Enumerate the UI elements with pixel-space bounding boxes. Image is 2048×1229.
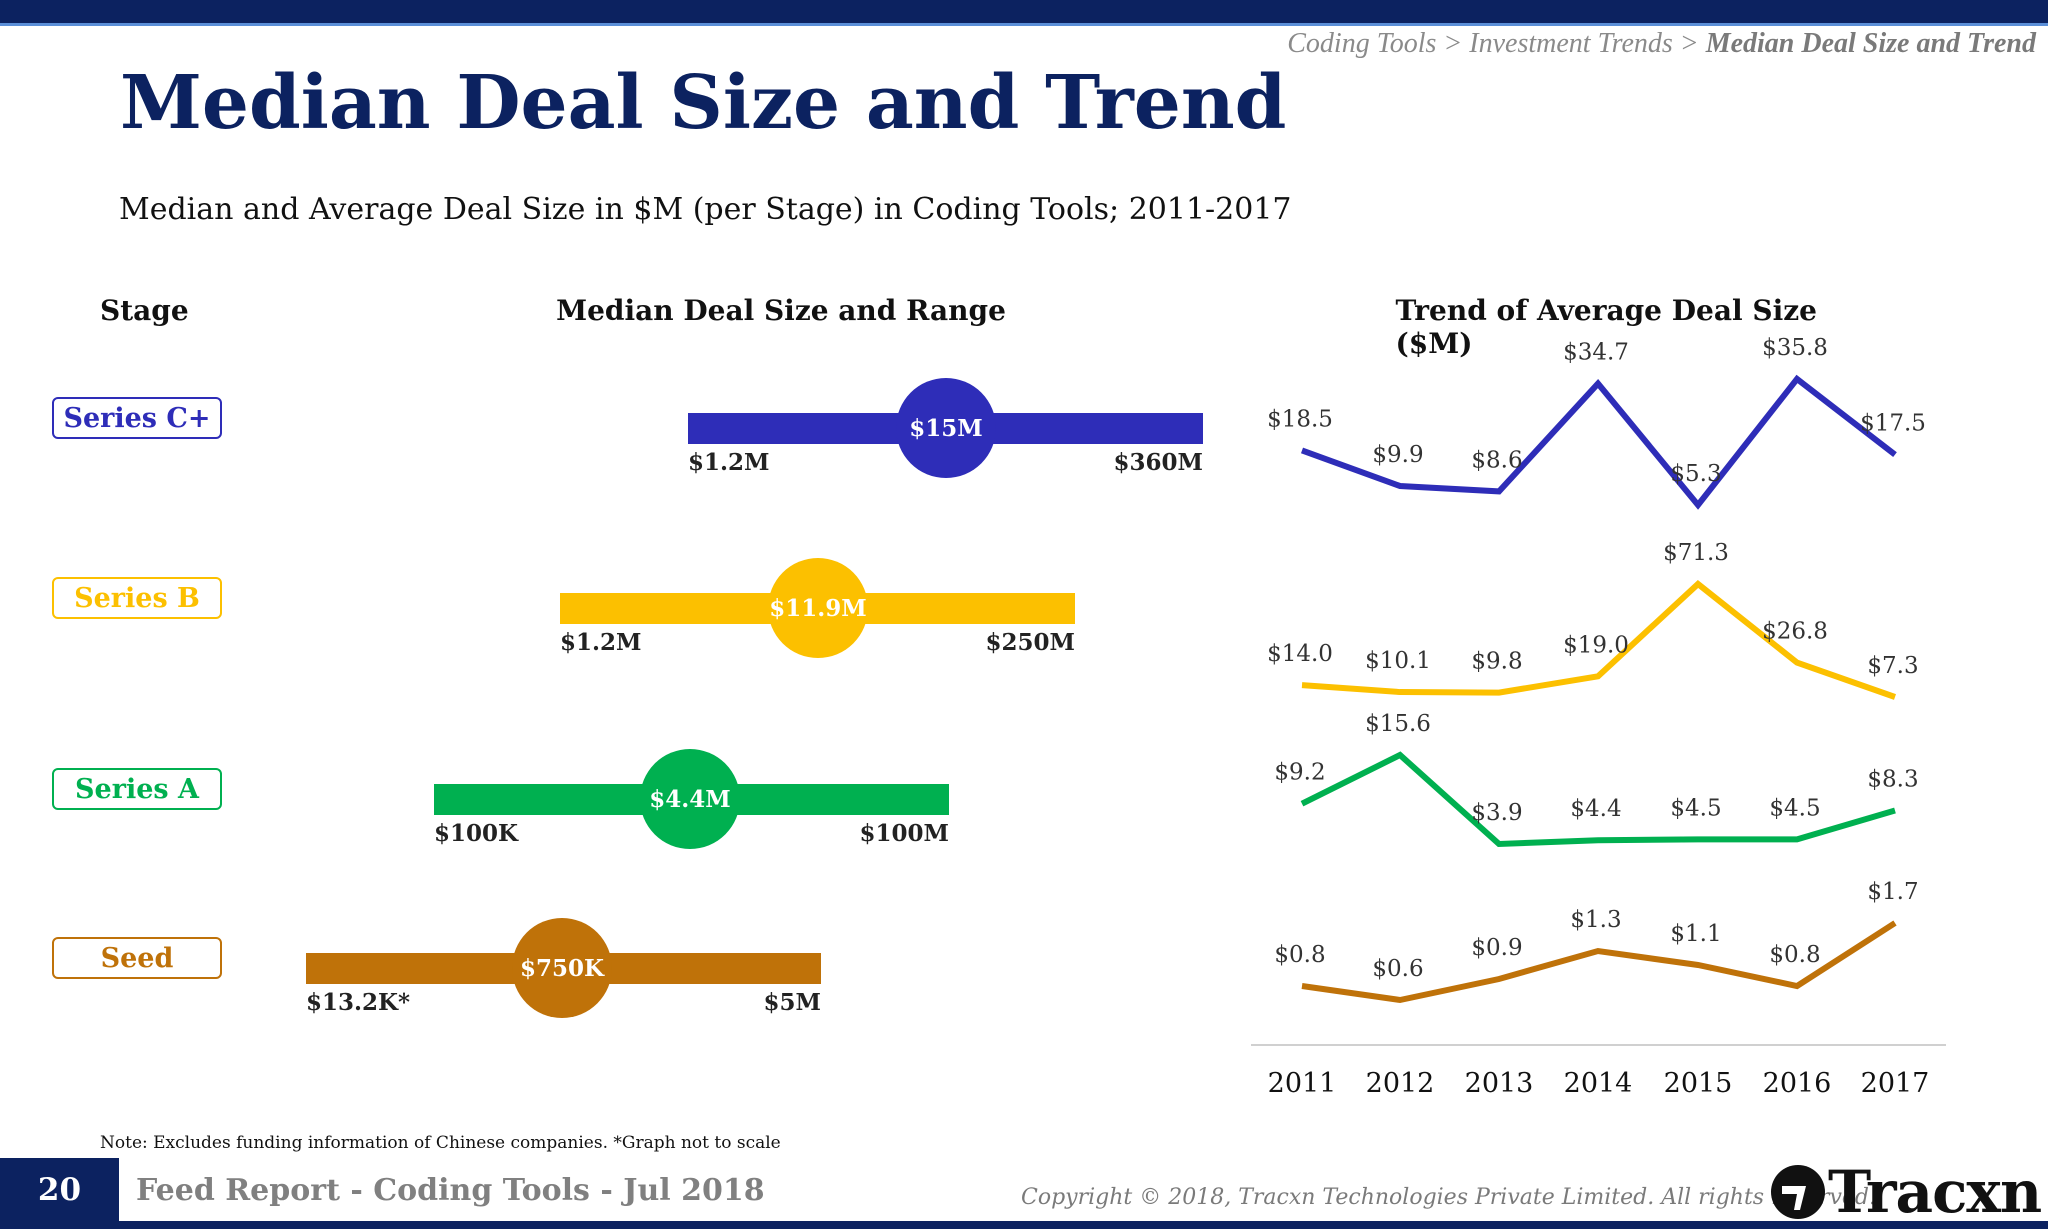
data-label: $18.5 — [1267, 406, 1333, 432]
stage-header: Stage — [100, 294, 189, 327]
stage-label: Series A — [52, 768, 222, 810]
data-label: $15.6 — [1365, 711, 1431, 737]
data-label: $1.1 — [1670, 921, 1721, 947]
page-number: 20 — [0, 1158, 119, 1222]
data-label: $3.9 — [1471, 800, 1522, 826]
page-title: Median Deal Size and Trend — [120, 60, 1287, 146]
data-label: $8.6 — [1471, 447, 1522, 473]
series-line — [1300, 751, 1896, 848]
data-label: $71.3 — [1663, 540, 1729, 566]
data-label: $0.9 — [1471, 935, 1522, 961]
data-label: $8.3 — [1867, 767, 1918, 793]
series-line — [1301, 920, 1897, 1004]
bottom-bar — [0, 1221, 2048, 1229]
median-marker: $4.4M — [640, 749, 740, 849]
data-label: $19.0 — [1563, 632, 1629, 658]
x-tick-label: 2012 — [1366, 1068, 1435, 1099]
tracxn-logo: Tracxn — [1768, 1158, 2042, 1226]
range-min: $100K — [434, 820, 519, 847]
x-tick-label: 2014 — [1564, 1068, 1633, 1099]
data-label: $9.8 — [1471, 649, 1522, 675]
data-label: $34.7 — [1563, 340, 1629, 366]
median-value: $4.4M — [649, 785, 731, 813]
data-label: $9.2 — [1274, 760, 1325, 786]
x-tick-label: 2013 — [1465, 1068, 1534, 1099]
x-tick-label: 2017 — [1861, 1068, 1930, 1099]
median-value: $11.9M — [769, 594, 867, 622]
breadcrumb-separator: > — [1672, 28, 1706, 59]
median-marker: $750K — [512, 918, 612, 1018]
data-label: $9.9 — [1372, 442, 1423, 468]
x-tick-label: 2011 — [1268, 1068, 1337, 1099]
trend-header: Trend of Average Deal Size ($M) — [1395, 294, 1817, 360]
data-label: $1.3 — [1570, 907, 1621, 933]
stage-label: Seed — [52, 937, 222, 979]
report-title: Feed Report - Coding Tools - Jul 2018 — [136, 1173, 765, 1208]
data-label: $14.0 — [1267, 641, 1333, 667]
range-min: $1.2M — [560, 629, 642, 656]
footnote: Note: Excludes funding information of Ch… — [100, 1133, 781, 1153]
data-label: $4.4 — [1570, 796, 1621, 822]
data-label: $0.6 — [1372, 956, 1423, 982]
data-label: $17.5 — [1860, 411, 1926, 437]
x-tick-label: 2015 — [1664, 1068, 1733, 1099]
series-line — [1300, 374, 1897, 510]
data-label: $10.1 — [1365, 648, 1431, 674]
median-marker: $15M — [896, 378, 996, 478]
x-tick-label: 2016 — [1763, 1068, 1832, 1099]
range-max: $250M — [985, 629, 1075, 656]
data-label: $5.3 — [1670, 461, 1721, 487]
data-label: $35.8 — [1762, 335, 1828, 361]
median-value: $750K — [519, 954, 604, 982]
data-label: $0.8 — [1274, 942, 1325, 968]
stage-label: Series B — [52, 577, 222, 619]
median-marker: $11.9M — [768, 558, 868, 658]
copyright: Copyright © 2018, Tracxn Technologies Pr… — [1021, 1185, 1876, 1210]
range-header: Median Deal Size and Range — [556, 294, 1006, 327]
data-label: $7.3 — [1867, 653, 1918, 679]
logo-text: Tracxn — [1828, 1158, 2042, 1226]
range-max: $360M — [1113, 449, 1203, 476]
range-min: $13.2K* — [306, 989, 411, 1016]
median-value: $15M — [909, 414, 983, 442]
range-min: $1.2M — [688, 449, 770, 476]
breadcrumb: Coding Tools > Investment Trends > Media… — [1287, 28, 2036, 60]
breadcrumb-item[interactable]: Investment Trends — [1469, 28, 1673, 59]
breadcrumb-current: Median Deal Size and Trend — [1705, 28, 2036, 59]
range-max: $5M — [763, 989, 821, 1016]
breadcrumb-item[interactable]: Coding Tools — [1287, 28, 1437, 59]
range-max: $100M — [859, 820, 949, 847]
tracxn-logo-icon — [1771, 1165, 1825, 1219]
top-bar — [0, 0, 2048, 26]
data-label: $0.8 — [1769, 942, 1820, 968]
data-label: $4.5 — [1670, 795, 1721, 821]
breadcrumb-separator: > — [1436, 28, 1470, 59]
data-label: $4.5 — [1769, 795, 1820, 821]
page-subtitle: Median and Average Deal Size in $M (per … — [119, 192, 1292, 227]
data-label: $26.8 — [1762, 619, 1828, 645]
stage-label: Series C+ — [52, 397, 222, 439]
data-label: $1.7 — [1867, 879, 1918, 905]
series-line — [1301, 580, 1896, 700]
